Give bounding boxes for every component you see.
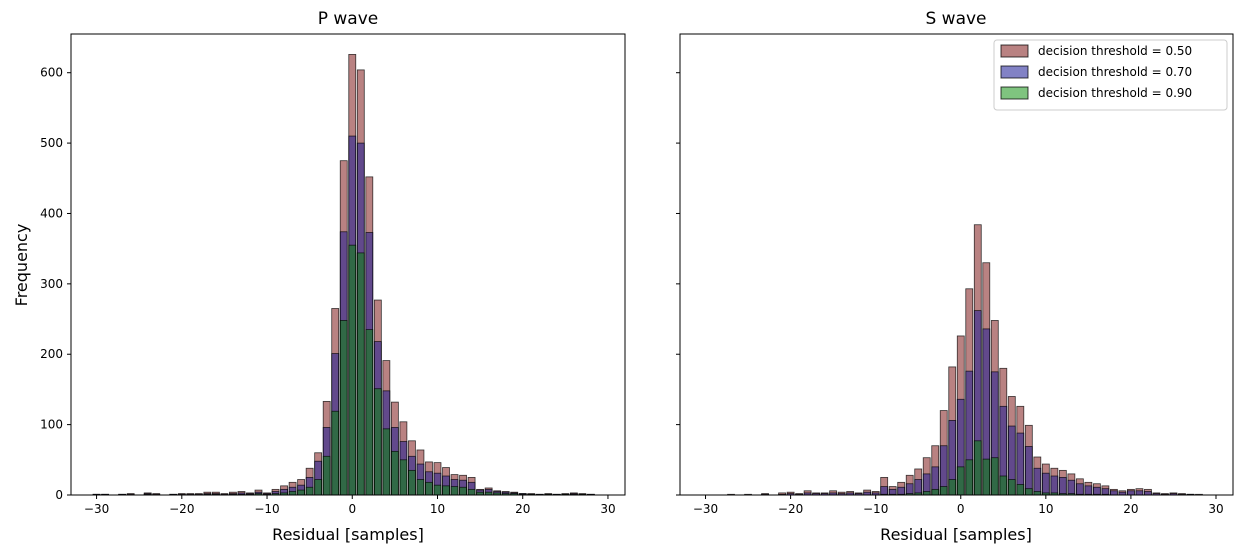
- bar: [331, 410, 340, 496]
- bar: [1024, 488, 1033, 496]
- bar: [982, 458, 991, 496]
- bar: [305, 486, 314, 496]
- legend-label-050: decision threshold = 0.50: [1038, 44, 1192, 58]
- legend-label-090: decision threshold = 0.90: [1038, 86, 1192, 100]
- bar: [939, 486, 948, 496]
- p-wave-x-axis-label: Residual [samples]: [272, 525, 424, 544]
- bar: [288, 491, 297, 496]
- bar: [356, 252, 365, 496]
- y-tick-label: 400: [40, 206, 63, 220]
- x-tick-label: 30: [1208, 502, 1223, 516]
- legend-swatch-050: [1000, 44, 1029, 58]
- x-tick-label: −30: [693, 502, 718, 516]
- bar: [1007, 479, 1016, 496]
- x-tick-label: −10: [863, 502, 888, 516]
- x-tick-label: −10: [254, 502, 279, 516]
- bar: [322, 455, 331, 496]
- bar: [1135, 490, 1144, 496]
- bar: [990, 457, 999, 496]
- bar: [314, 479, 323, 496]
- x-tick-label: −20: [778, 502, 803, 516]
- p-wave-title: P wave: [318, 9, 379, 29]
- bar: [1024, 446, 1033, 496]
- bar: [922, 491, 931, 496]
- bar: [965, 459, 974, 496]
- bar: [1067, 479, 1076, 496]
- y-axis-label: Frequency: [12, 224, 31, 307]
- bar: [1033, 491, 1042, 496]
- x-tick-label: 20: [1123, 502, 1138, 516]
- y-tick-label: 500: [40, 136, 63, 150]
- x-tick-label: −20: [169, 502, 194, 516]
- bar: [1110, 490, 1118, 496]
- bar: [1041, 472, 1050, 496]
- bar: [382, 428, 391, 496]
- bar: [897, 486, 906, 496]
- bar: [459, 486, 467, 496]
- s-wave-plot-frame: [679, 33, 1234, 496]
- bar: [365, 329, 374, 496]
- bar: [956, 466, 965, 496]
- legend-swatch-070: [1000, 65, 1029, 79]
- s-wave-bars: [727, 224, 1203, 496]
- bar: [467, 488, 476, 496]
- bar: [1033, 467, 1042, 496]
- bar: [1075, 483, 1084, 496]
- bar: [339, 320, 348, 496]
- bar: [880, 486, 889, 496]
- bar: [1050, 475, 1059, 496]
- bar: [348, 244, 357, 496]
- bar: [425, 481, 433, 496]
- bar: [1058, 476, 1067, 496]
- bar: [931, 488, 940, 496]
- x-tick-label: 30: [600, 502, 615, 516]
- x-tick-label: −30: [84, 502, 109, 516]
- bar: [999, 475, 1008, 496]
- x-tick-label: 0: [348, 502, 356, 516]
- s-wave-title: S wave: [925, 9, 986, 29]
- s-wave-axes: −30 −20 −10 0 10 20 30: [676, 72, 1224, 516]
- x-tick-label: 10: [1038, 502, 1053, 516]
- y-tick-label: 200: [40, 347, 63, 361]
- bar: [442, 485, 450, 496]
- s-wave-x-axis-label: Residual [samples]: [880, 525, 1032, 544]
- bar: [399, 459, 408, 496]
- y-tick-label: 600: [40, 66, 63, 80]
- bar: [948, 479, 957, 496]
- x-tick-label: 20: [515, 502, 530, 516]
- legend-label-070: decision threshold = 0.70: [1038, 65, 1192, 79]
- legend-box: [993, 39, 1228, 111]
- bar: [297, 489, 306, 496]
- bar: [390, 450, 399, 496]
- bar: [373, 388, 382, 496]
- legend-swatch-090: [1000, 86, 1029, 100]
- p-wave-plot-frame: [70, 33, 626, 496]
- bar: [433, 484, 442, 496]
- y-tick-label: 100: [40, 418, 63, 432]
- bar: [973, 440, 982, 496]
- bar: [416, 479, 425, 496]
- bar: [1127, 490, 1135, 496]
- bar: [1144, 491, 1152, 496]
- x-tick-label: 0: [957, 502, 965, 516]
- y-tick-label: 300: [40, 277, 63, 291]
- bar: [450, 486, 459, 496]
- s-wave-panel: −30 −20 −10 0 10 20 30 S wave Residual [sample…: [676, 9, 1234, 544]
- bar: [1016, 484, 1025, 496]
- bar: [408, 469, 416, 496]
- bar: [1084, 485, 1093, 496]
- legend: decision threshold = 0.50 decision thres…: [993, 39, 1228, 111]
- y-tick-label: 0: [55, 488, 63, 502]
- x-tick-label: 10: [430, 502, 445, 516]
- bar: [1092, 486, 1101, 496]
